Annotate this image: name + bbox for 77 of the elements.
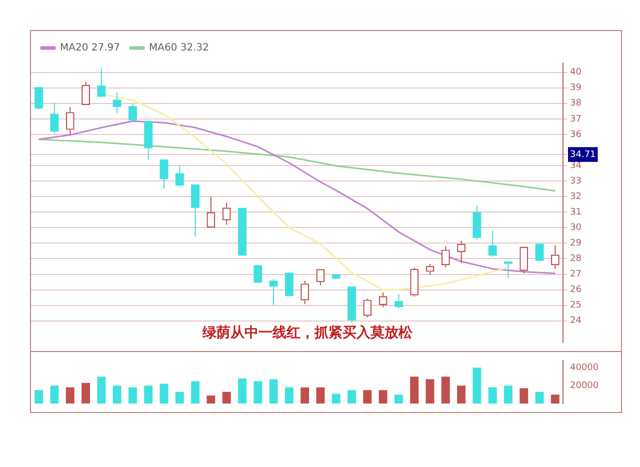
- candlestick: [34, 87, 44, 110]
- bar: [128, 387, 137, 404]
- candlestick: [472, 205, 482, 240]
- y-tick-label: 38: [570, 98, 582, 109]
- candlestick: [112, 92, 122, 114]
- bar: [363, 390, 372, 404]
- y-tick-label: 34: [570, 160, 582, 171]
- bar: [144, 386, 153, 404]
- candlestick: [50, 102, 59, 134]
- bar: [269, 379, 278, 404]
- bar: [191, 381, 200, 404]
- bar: [112, 386, 122, 404]
- bar: [504, 386, 512, 404]
- bar: [34, 390, 44, 404]
- candlestick: [300, 280, 310, 305]
- bar: [284, 387, 294, 404]
- bar: [332, 394, 340, 404]
- candlestick: [206, 196, 216, 228]
- y-tick-label: 36: [570, 130, 582, 140]
- bar: [378, 390, 388, 404]
- annotation: 绿荫从中一线红，抓紧买入莫放松: [202, 325, 414, 342]
- bar: [238, 378, 246, 404]
- legend-label: MA20 27.97: [60, 42, 120, 54]
- bar: [441, 376, 450, 404]
- candlestick: [488, 230, 497, 258]
- legend-label: MA60 32.32: [149, 42, 209, 54]
- y-tick-label: 24: [570, 316, 582, 326]
- bar: [457, 386, 466, 404]
- bar: [550, 394, 560, 404]
- y-tick-label: 40000: [570, 362, 599, 373]
- y-tick-label: 29: [570, 238, 582, 249]
- bar: [488, 387, 497, 404]
- y-tick-label: 28: [570, 254, 582, 264]
- candlestick: [410, 266, 419, 298]
- candlestick: [97, 67, 106, 97]
- bar: [66, 387, 74, 404]
- candlestick: [66, 106, 74, 136]
- y-tick-label: 27: [570, 270, 582, 280]
- candlestick: [254, 265, 262, 284]
- y-tick-label: 32: [570, 192, 582, 202]
- bar: [348, 390, 356, 404]
- candlestick: [441, 246, 450, 268]
- bar: [97, 376, 106, 404]
- y-tick-label: 39: [570, 83, 582, 94]
- bar: [535, 392, 544, 404]
- y-tick-label: 40: [570, 68, 582, 78]
- y-tick-label: 33: [570, 176, 582, 186]
- bar: [206, 396, 216, 404]
- y-tick-label: 34.71: [570, 150, 596, 160]
- y-tick-label: 25: [570, 300, 582, 311]
- bar: [160, 384, 168, 404]
- candlestick: [348, 286, 356, 323]
- candlestick: [504, 262, 512, 278]
- bar: [50, 386, 59, 404]
- bar: [394, 394, 403, 404]
- candlestick: [284, 271, 294, 298]
- bar: [520, 388, 528, 404]
- y-tick-label: 31: [570, 207, 582, 218]
- candlestick: [191, 184, 200, 238]
- bar: [426, 379, 434, 404]
- bar: [472, 368, 482, 404]
- bar: [82, 382, 90, 404]
- bar: [222, 392, 231, 404]
- bar: [175, 392, 184, 404]
- candlestick: [394, 293, 403, 310]
- bar: [316, 387, 325, 404]
- bar: [300, 387, 310, 404]
- y-tick-label: 26: [570, 285, 582, 296]
- candlestick: [269, 278, 278, 306]
- y-tick-label: 37: [570, 114, 582, 124]
- bar: [254, 381, 262, 404]
- candlestick: [82, 81, 90, 105]
- candlestick: [520, 246, 528, 274]
- candlestick: [175, 165, 184, 187]
- y-tick-label: 20000: [570, 380, 599, 391]
- y-tick-label: 30: [570, 222, 582, 233]
- bar: [410, 376, 419, 404]
